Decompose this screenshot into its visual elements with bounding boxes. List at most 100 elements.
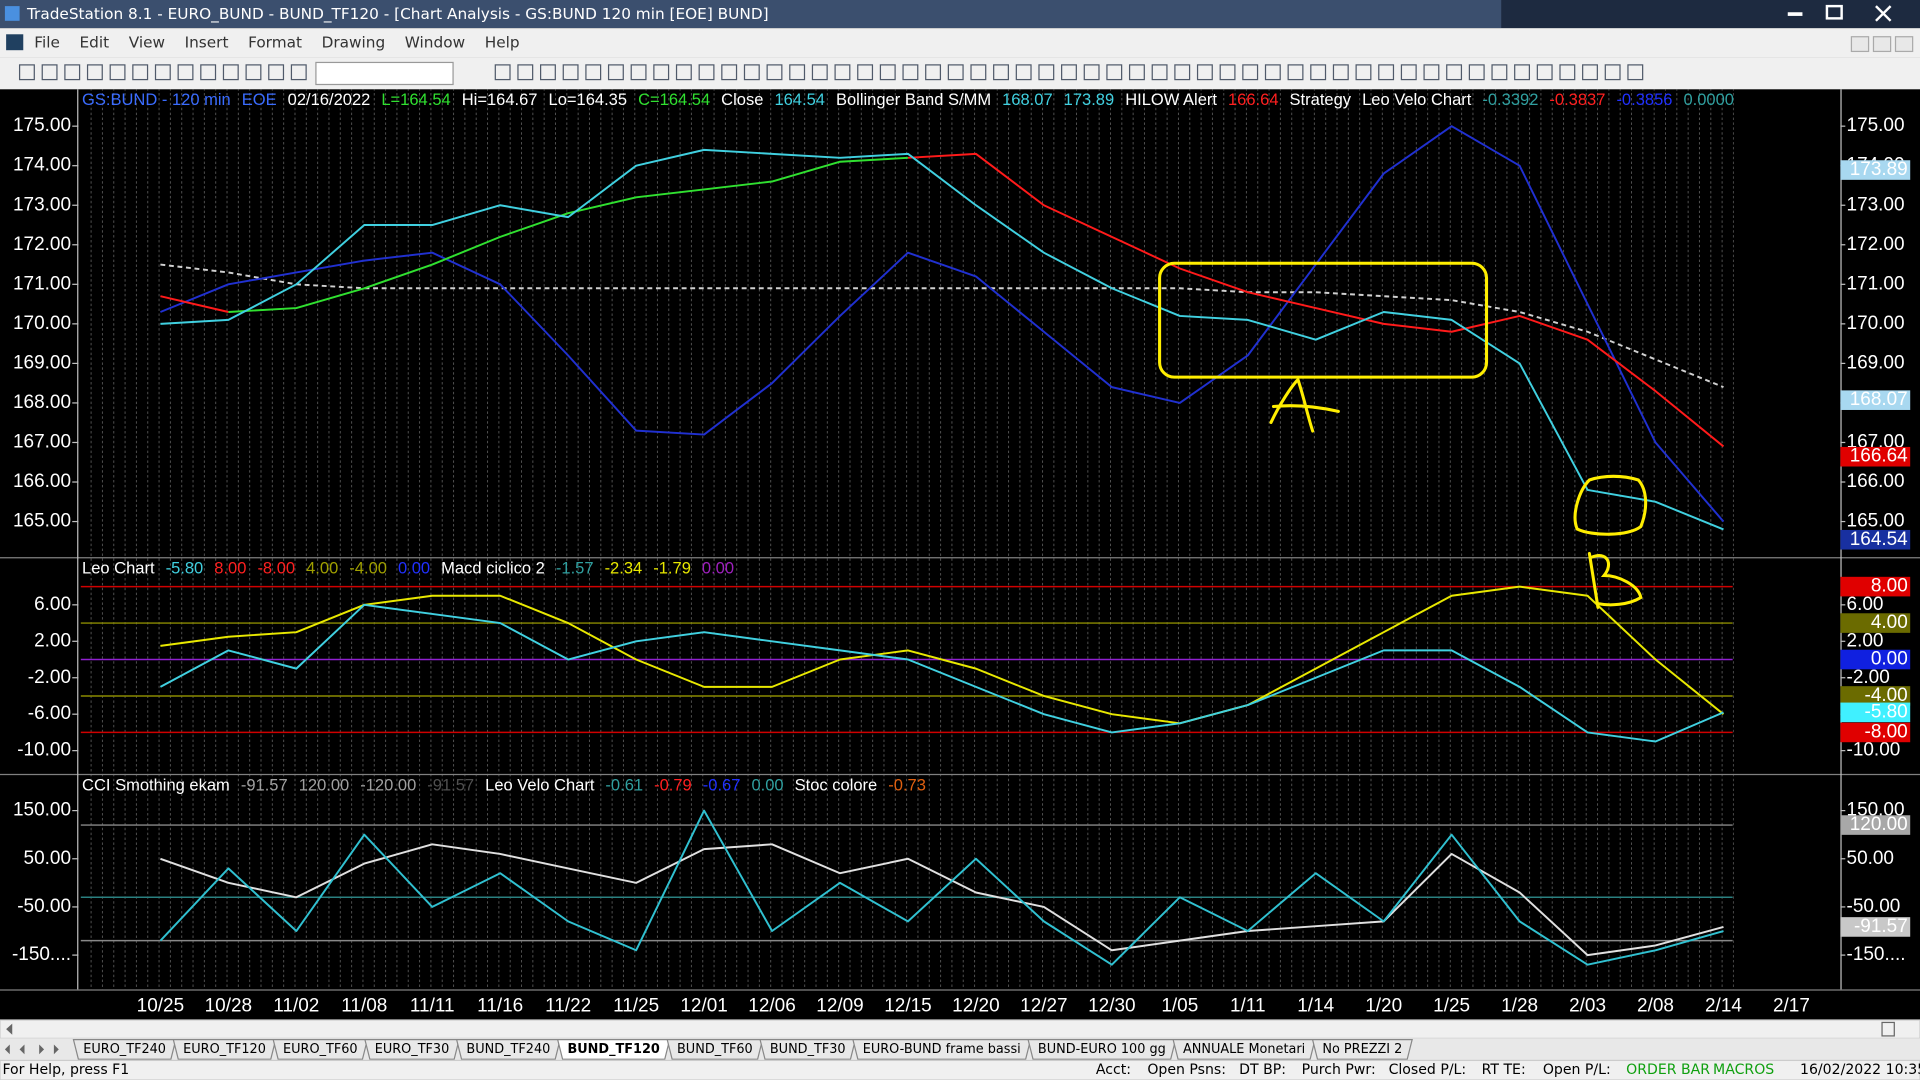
toolbar-icon[interactable] xyxy=(834,64,851,81)
tab[interactable] xyxy=(364,1038,460,1060)
toolbar-icon[interactable] xyxy=(86,64,103,81)
menu-item[interactable]: Window xyxy=(405,33,465,51)
mdi-controls[interactable] xyxy=(1850,36,1914,53)
toolbar-icon[interactable] xyxy=(1128,64,1145,81)
toolbar-icon[interactable] xyxy=(902,64,919,81)
toolbar-icon[interactable] xyxy=(517,64,534,81)
toolbar-icon[interactable] xyxy=(18,64,35,81)
tab[interactable] xyxy=(1172,1038,1316,1060)
toolbar-icon[interactable] xyxy=(1151,64,1168,81)
toolbar-icon[interactable] xyxy=(1514,64,1530,81)
toolbar-icon[interactable] xyxy=(947,64,964,81)
toolbar-icon[interactable] xyxy=(1559,64,1576,81)
toolbar-icon[interactable] xyxy=(1627,64,1644,81)
scroll-left[interactable] xyxy=(6,1023,13,1035)
tab-label[interactable]: ANNUALE Monetari xyxy=(1183,1042,1305,1057)
tab-nav[interactable] xyxy=(4,1044,59,1055)
toolbar-icon[interactable] xyxy=(132,64,149,81)
toolbar-icon[interactable] xyxy=(200,64,217,81)
toolbar-icon[interactable] xyxy=(268,64,285,81)
toolbar-icon[interactable] xyxy=(630,64,647,81)
toolbar-icon[interactable] xyxy=(1038,64,1055,81)
tab-last[interactable] xyxy=(53,1044,59,1055)
menu-item[interactable]: Edit xyxy=(79,33,109,51)
tab[interactable] xyxy=(272,1038,369,1060)
menu-item[interactable]: Drawing xyxy=(322,33,386,51)
menu-item[interactable]: File xyxy=(34,33,60,51)
tab[interactable] xyxy=(759,1038,857,1060)
toolbar-icon[interactable] xyxy=(607,64,624,81)
toolbar-icon[interactable] xyxy=(993,64,1009,81)
toolbar-icon[interactable] xyxy=(494,64,511,81)
tab-label[interactable]: BUND-EURO 100 gg xyxy=(1038,1042,1166,1057)
h-scrollbar[interactable] xyxy=(0,1019,1920,1039)
toolbar-icon[interactable] xyxy=(222,64,239,81)
tab[interactable] xyxy=(556,1038,671,1060)
scroll-thumb[interactable] xyxy=(1881,1021,1895,1037)
tab-label[interactable]: BUND_TF120 xyxy=(567,1042,659,1057)
toolbar-icon[interactable] xyxy=(1287,64,1304,81)
menu-item[interactable]: Help xyxy=(485,33,520,51)
toolbar-icon[interactable] xyxy=(1468,64,1485,81)
toolbar-icon[interactable] xyxy=(177,64,194,81)
tab[interactable] xyxy=(455,1038,561,1060)
toolbar-icon[interactable] xyxy=(698,64,715,81)
toolbar-icon[interactable] xyxy=(1219,64,1236,81)
tab-prev[interactable] xyxy=(19,1044,25,1055)
mdi-minimize[interactable] xyxy=(1850,36,1870,53)
toolbar-icon[interactable] xyxy=(653,64,670,81)
menu-item[interactable]: Insert xyxy=(185,33,229,51)
tab-first[interactable] xyxy=(4,1044,10,1055)
toolbar-icon[interactable] xyxy=(562,64,579,81)
toolbar-icon[interactable] xyxy=(1604,64,1621,81)
toolbar-icon[interactable] xyxy=(675,64,692,81)
toolbar-icon[interactable] xyxy=(1536,64,1553,81)
tab-label[interactable]: No PREZZI 2 xyxy=(1322,1042,1402,1057)
toolbar-icon[interactable] xyxy=(1332,64,1349,81)
minimize[interactable] xyxy=(1787,12,1803,16)
toolbar-icon[interactable] xyxy=(245,64,262,81)
toolbar-icon[interactable] xyxy=(1355,64,1372,81)
toolbar-icon[interactable] xyxy=(721,64,738,81)
toolbar-icon[interactable] xyxy=(540,64,556,81)
toolbar-icon[interactable] xyxy=(109,64,126,81)
toolbar-icon[interactable] xyxy=(1196,64,1213,81)
toolbar-icon[interactable] xyxy=(1400,64,1417,81)
toolbar-icon[interactable] xyxy=(1174,64,1191,81)
toolbar-icon[interactable] xyxy=(1106,64,1123,81)
toolbar-icon[interactable] xyxy=(64,64,81,81)
toolbar-icon[interactable] xyxy=(789,64,806,81)
tab[interactable] xyxy=(1311,1038,1413,1060)
menu-item[interactable]: View xyxy=(129,33,165,51)
tab[interactable] xyxy=(172,1038,277,1060)
toolbar-icon[interactable] xyxy=(1061,64,1077,81)
toolbar-icon[interactable] xyxy=(925,64,942,81)
tab-label[interactable]: EURO_TF120 xyxy=(183,1042,266,1057)
toolbar-icon[interactable] xyxy=(585,64,602,81)
toolbar-icon[interactable] xyxy=(1378,64,1395,81)
tab[interactable] xyxy=(1027,1038,1177,1060)
menu-item[interactable]: Format xyxy=(248,33,302,51)
toolbar-icon[interactable] xyxy=(1015,64,1032,81)
toolbar-icon[interactable] xyxy=(879,64,896,81)
mdi-restore[interactable] xyxy=(1872,36,1892,53)
maximize[interactable] xyxy=(1825,4,1843,20)
close[interactable] xyxy=(1875,5,1892,22)
tab-label[interactable]: BUND_TF30 xyxy=(770,1042,846,1057)
tab[interactable] xyxy=(666,1038,764,1060)
tab-label[interactable]: EURO_TF30 xyxy=(375,1042,450,1057)
toolbar-icon[interactable] xyxy=(743,64,760,81)
toolbar-icon[interactable] xyxy=(1242,64,1259,81)
toolbar-icon[interactable] xyxy=(290,64,307,81)
tab-next[interactable] xyxy=(39,1044,45,1055)
toolbar-icon[interactable] xyxy=(970,64,987,81)
toolbar-icon[interactable] xyxy=(1491,64,1508,81)
toolbar-icon[interactable] xyxy=(1446,64,1463,81)
tab[interactable] xyxy=(72,1038,177,1060)
symbol-combo[interactable] xyxy=(315,61,454,86)
toolbar-icon[interactable] xyxy=(1423,64,1440,81)
tab-label[interactable]: EURO_TF240 xyxy=(83,1042,166,1057)
toolbar-icon[interactable] xyxy=(1264,64,1281,81)
toolbar-icon[interactable] xyxy=(1310,64,1327,81)
toolbar-icon[interactable] xyxy=(811,64,828,81)
